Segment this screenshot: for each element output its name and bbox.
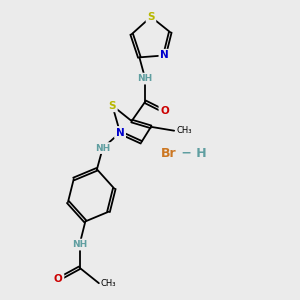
Text: − H: − H: [177, 147, 207, 161]
Text: O: O: [160, 106, 169, 116]
Text: CH₃: CH₃: [176, 126, 192, 135]
Text: N: N: [116, 128, 124, 138]
Text: NH: NH: [137, 74, 153, 83]
Text: S: S: [147, 12, 155, 22]
Text: CH₃: CH₃: [101, 279, 116, 288]
Text: N: N: [160, 50, 169, 60]
Text: S: S: [109, 100, 116, 111]
Text: NH: NH: [95, 144, 110, 153]
Text: O: O: [54, 274, 63, 284]
Text: Br: Br: [160, 147, 176, 161]
Text: NH: NH: [72, 240, 87, 249]
